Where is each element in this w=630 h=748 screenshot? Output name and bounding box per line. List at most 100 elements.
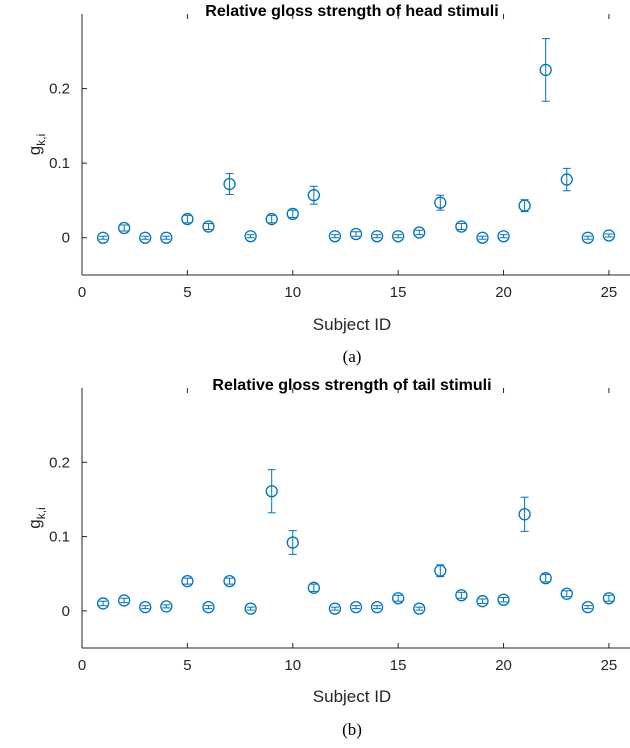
x-tick-label: 0 <box>78 657 86 674</box>
data-point <box>349 227 363 241</box>
data-marker <box>434 564 447 577</box>
data-marker <box>602 229 616 242</box>
data-point <box>307 581 320 594</box>
data-point <box>286 530 299 555</box>
data-marker <box>118 594 131 607</box>
data-point <box>518 199 531 213</box>
data-marker <box>602 592 616 605</box>
data-marker <box>413 602 426 615</box>
data-point <box>139 231 152 244</box>
data-marker <box>392 592 405 605</box>
data-point <box>476 595 489 608</box>
y-axis-label-subscript: k,i <box>34 507 48 519</box>
data-marker <box>202 220 215 233</box>
panel-caption: (b) <box>342 720 362 739</box>
data-marker <box>560 587 573 600</box>
y-tick-label: 0 <box>62 603 70 620</box>
data-marker <box>581 231 594 244</box>
y-tick-label: 0.2 <box>49 454 70 471</box>
data-point <box>476 231 489 244</box>
data-point <box>223 574 236 588</box>
data-point <box>349 600 363 614</box>
y-tick-label: 0.1 <box>49 155 70 172</box>
data-point <box>581 231 594 244</box>
data-point <box>96 597 110 610</box>
data-point <box>244 602 257 615</box>
y-axis-label: gk,i <box>25 134 48 155</box>
data-marker <box>476 231 489 244</box>
x-tick-label: 5 <box>183 657 191 674</box>
data-point <box>223 173 236 195</box>
data-marker <box>265 212 278 226</box>
data-point <box>370 230 384 243</box>
data-marker <box>181 212 194 226</box>
data-marker <box>370 600 384 614</box>
data-point <box>244 230 257 243</box>
data-marker <box>223 574 236 588</box>
data-point <box>581 600 594 614</box>
x-axis-label: Subject ID <box>313 687 391 706</box>
y-axis-label: gk,i <box>25 507 48 528</box>
data-marker <box>328 602 342 615</box>
data-point <box>497 230 510 243</box>
data-point <box>202 600 215 614</box>
data-point <box>202 220 215 233</box>
data-marker <box>202 600 215 614</box>
data-marker <box>223 177 236 191</box>
data-marker <box>413 226 426 239</box>
data-point <box>602 229 616 242</box>
data-point <box>265 469 278 514</box>
data-point <box>560 587 573 600</box>
x-tick-label: 20 <box>495 284 512 301</box>
data-point <box>413 226 426 239</box>
data-marker <box>455 589 468 602</box>
data-point <box>434 564 447 578</box>
x-tick-label: 0 <box>78 284 86 301</box>
data-point <box>181 212 194 226</box>
y-axis-label-main: g <box>25 519 44 528</box>
data-marker <box>181 574 194 588</box>
data-marker <box>160 231 173 244</box>
data-point <box>160 600 173 613</box>
data-marker <box>455 220 468 233</box>
data-marker <box>518 508 531 521</box>
data-marker <box>518 199 531 212</box>
data-point <box>539 38 552 102</box>
data-marker <box>581 600 594 614</box>
chart-panel-head: Relative gloss strength of head stimuli 0… <box>25 3 630 366</box>
data-marker <box>139 231 152 244</box>
panel-caption: (a) <box>343 347 362 366</box>
data-point <box>497 593 510 606</box>
x-axis-label: Subject ID <box>313 315 391 334</box>
data-marker <box>560 173 573 186</box>
x-tick-label: 10 <box>284 657 301 674</box>
y-tick-label: 0.2 <box>49 81 70 98</box>
x-tick-label: 10 <box>284 284 301 301</box>
x-tick-label: 5 <box>183 284 191 301</box>
data-point <box>328 602 342 615</box>
data-point <box>307 185 320 205</box>
x-tick-label: 25 <box>601 657 618 674</box>
data-marker <box>160 600 173 613</box>
data-marker <box>497 593 510 606</box>
data-point <box>265 212 278 226</box>
data-point <box>286 207 299 221</box>
chart-panel-tail: Relative gloss strength of tail stimuli 0… <box>25 377 630 739</box>
data-point <box>392 592 405 605</box>
data-point <box>181 574 194 588</box>
data-point <box>455 589 468 602</box>
data-point <box>434 194 447 211</box>
data-point <box>118 594 131 607</box>
data-marker <box>96 231 110 244</box>
data-marker <box>307 581 320 594</box>
data-point <box>370 600 384 614</box>
data-marker <box>118 221 131 235</box>
data-point <box>413 602 426 615</box>
data-point <box>539 572 552 585</box>
data-marker <box>497 230 510 243</box>
x-tick-label: 25 <box>601 284 618 301</box>
data-point <box>96 231 110 244</box>
data-marker <box>392 230 405 243</box>
data-point <box>118 221 131 235</box>
